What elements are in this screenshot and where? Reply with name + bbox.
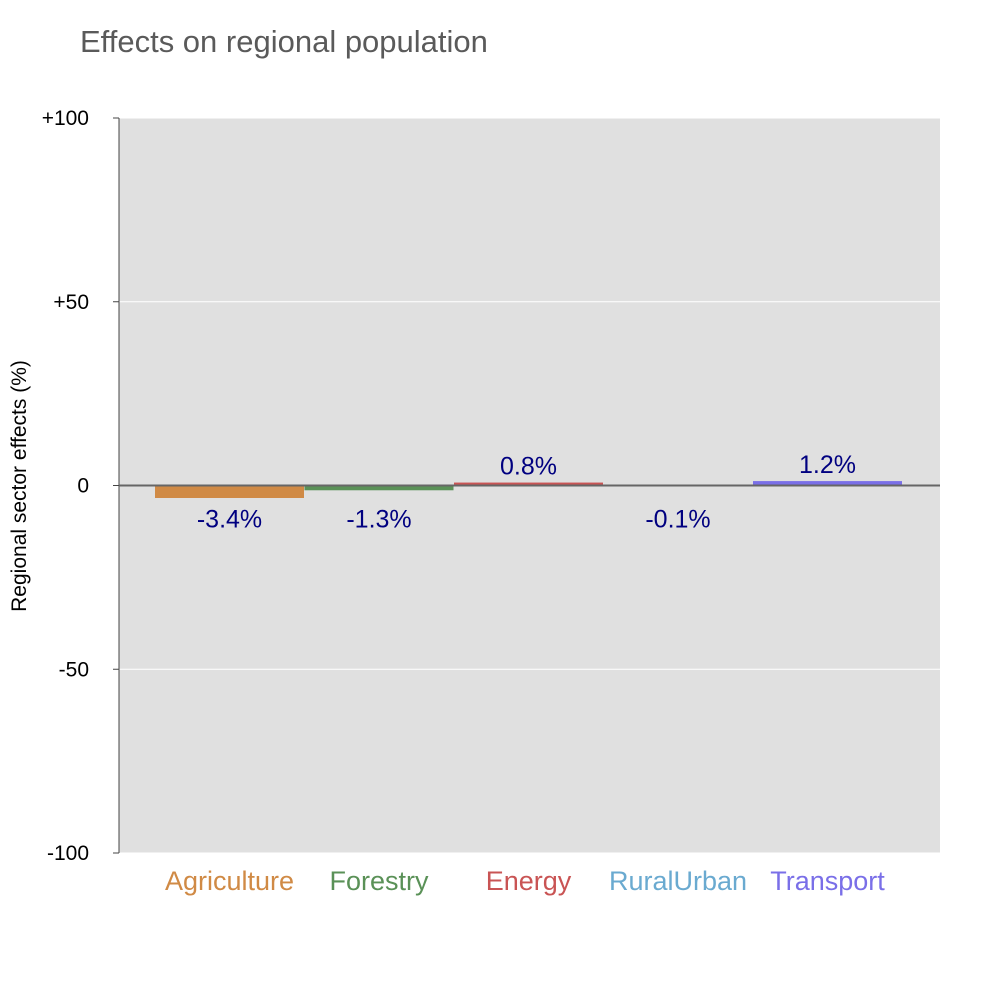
bar — [753, 481, 902, 486]
y-tick-label: +100 — [42, 107, 89, 130]
data-label: -0.1% — [645, 506, 710, 534]
data-label: 0.8% — [500, 453, 557, 481]
x-category-label: RuralUrban — [609, 866, 747, 896]
bar — [454, 482, 603, 486]
x-category-label: Forestry — [329, 866, 429, 896]
data-label: 1.2% — [799, 451, 856, 479]
y-tick-label: 0 — [77, 475, 89, 498]
y-tick-label: -100 — [47, 842, 89, 865]
data-label: -1.3% — [346, 506, 411, 534]
y-tick-label: +50 — [53, 291, 89, 314]
data-label: -3.4% — [197, 506, 262, 534]
bar — [155, 485, 304, 498]
x-category-label: Energy — [486, 866, 572, 896]
y-axis-label: Regional sector effects (%) — [8, 360, 31, 612]
bar — [304, 485, 454, 491]
x-category-label: Agriculture — [165, 866, 294, 896]
chart-title: Effects on regional population — [80, 24, 488, 59]
y-tick-label: -50 — [59, 658, 89, 681]
x-category-label: Transport — [770, 866, 885, 896]
